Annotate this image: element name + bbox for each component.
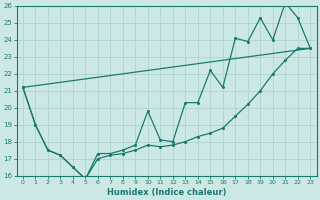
X-axis label: Humidex (Indice chaleur): Humidex (Indice chaleur)	[107, 188, 226, 197]
